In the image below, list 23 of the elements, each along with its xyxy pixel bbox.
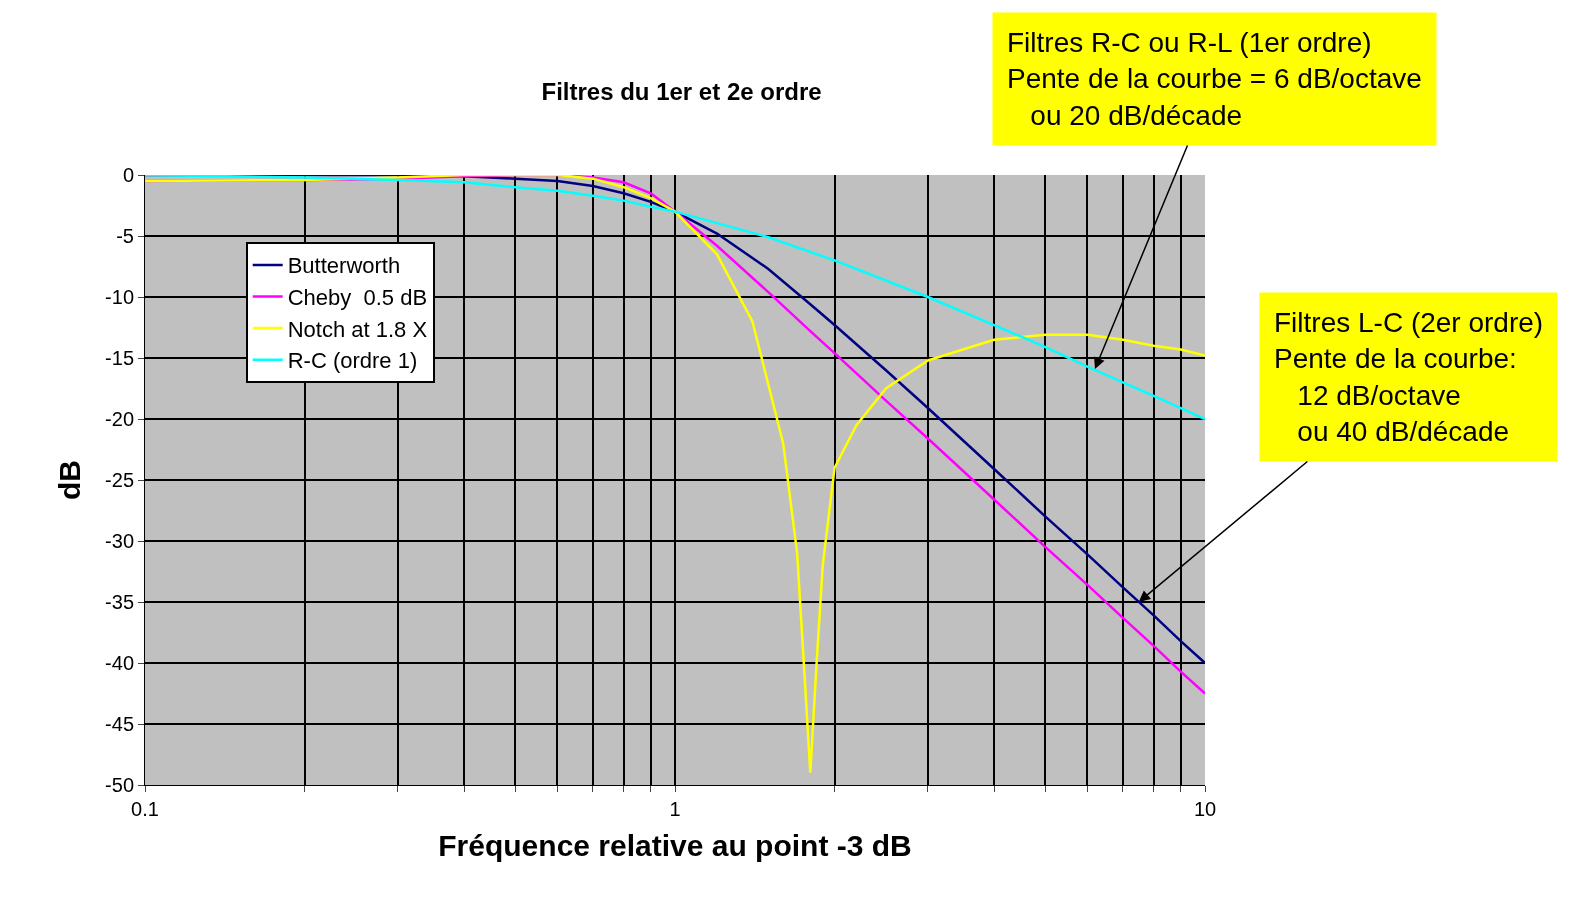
- y-tick-label: 0: [122, 164, 134, 186]
- x-tick-label: 1: [669, 798, 681, 820]
- x-tick-label: 0.1: [131, 798, 159, 820]
- y-tick-label: -35: [105, 591, 134, 613]
- legend-label: Butterworth: [287, 253, 401, 279]
- y-axis-title: dB: [53, 460, 87, 500]
- y-tick-label: -30: [105, 530, 134, 552]
- legend-label: R-C (ordre 1): [287, 348, 418, 374]
- y-tick-label: -25: [105, 469, 134, 491]
- x-axis-title: Fréquence relative au point -3 dB: [438, 828, 912, 862]
- annotation: Filtres L-C (2er ordre) Pente de la courbe: 12 dB/octave ou 40 dB/décade: [1274, 307, 1544, 448]
- x-tick-label: 10: [1193, 798, 1217, 820]
- y-tick-label: -5: [116, 225, 134, 247]
- y-tick-label: -20: [105, 408, 134, 430]
- legend-label: Cheby 0.5 dB: [287, 285, 428, 311]
- y-tick-label: -40: [105, 652, 134, 674]
- y-tick-label: -45: [105, 713, 134, 735]
- y-tick-label: -10: [105, 286, 134, 308]
- legend-label: Notch at 1.8 X: [287, 316, 428, 342]
- chart-title: Filtres du 1er et 2e ordre: [541, 77, 822, 105]
- y-tick-label: -15: [105, 347, 134, 369]
- annotation: Filtres R-C ou R-L (1er ordre) Pente de la courbe = 6 dB/octave ou 20 dB/décade: [1007, 27, 1422, 131]
- y-tick-label: -50: [105, 774, 134, 796]
